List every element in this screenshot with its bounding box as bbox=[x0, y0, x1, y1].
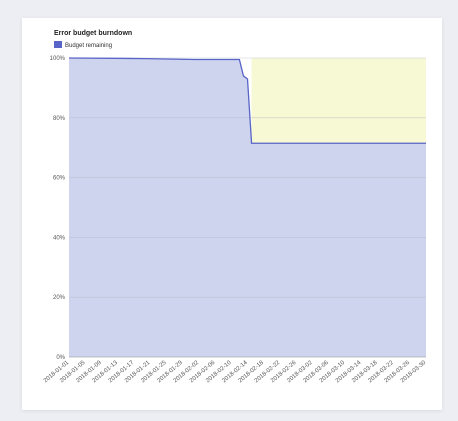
series-line bbox=[68, 57, 426, 144]
burndown-chart: Error budget burndown Budget remaining 0… bbox=[43, 30, 428, 384]
series-area bbox=[69, 58, 426, 357]
legend-label: Budget remaining bbox=[65, 43, 112, 49]
plot-area: 0%20%40%60%80%100%2018-01-012018-01-0520… bbox=[43, 56, 428, 384]
chart-card: Error budget burndown Budget remaining 0… bbox=[22, 18, 442, 410]
y-tick-label: 60% bbox=[53, 176, 66, 182]
legend-swatch bbox=[54, 41, 62, 48]
y-tick-label: 0% bbox=[56, 355, 65, 361]
chart-title: Error budget burndown bbox=[54, 30, 132, 37]
y-tick-label: 100% bbox=[50, 56, 66, 62]
y-tick-label: 80% bbox=[53, 116, 66, 122]
y-tick-label: 40% bbox=[53, 235, 66, 241]
y-tick-label: 20% bbox=[53, 295, 66, 301]
